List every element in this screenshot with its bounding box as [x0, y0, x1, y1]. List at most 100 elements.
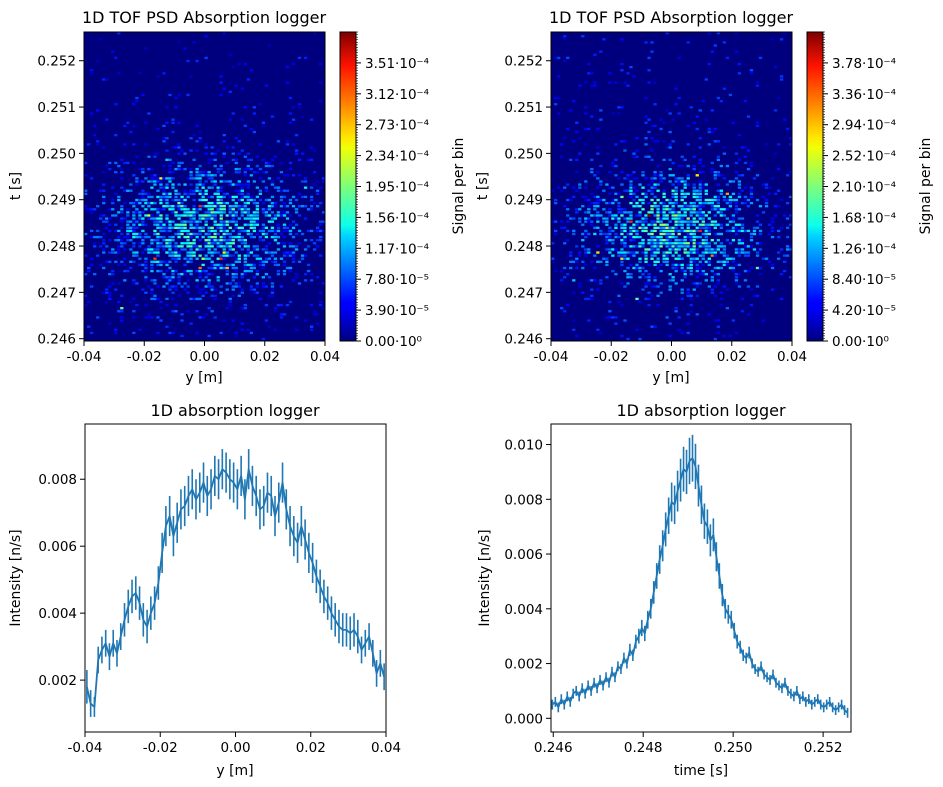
- heatmap-cell: [282, 201, 287, 205]
- heatmap-cell: [147, 235, 151, 239]
- heatmap-cell: [189, 248, 193, 251]
- x-tick-label: 0.04: [310, 349, 340, 365]
- heatmap-cell: [174, 211, 178, 214]
- heatmap-cell: [309, 328, 314, 331]
- heatmap-cell: [204, 313, 208, 316]
- heatmap-cell: [195, 124, 199, 128]
- heatmap-cell: [147, 205, 151, 208]
- heatmap-cell: [599, 331, 603, 335]
- heatmap-cell: [596, 205, 600, 208]
- heatmap-cell: [617, 211, 621, 214]
- heatmap-cell: [303, 180, 308, 183]
- heatmap-cell: [686, 183, 690, 186]
- heatmap-cell: [575, 211, 579, 214]
- heatmap-cell: [189, 245, 193, 248]
- x-tick-label: 0.250: [714, 740, 753, 756]
- heatmap-cell: [776, 96, 781, 100]
- heatmap-cell: [653, 186, 657, 189]
- heatmap-cell: [189, 297, 193, 301]
- heatmap-cell: [632, 186, 636, 189]
- heatmap-cell: [240, 273, 244, 276]
- heatmap-cell: [737, 192, 742, 195]
- heatmap-cell: [575, 266, 579, 270]
- heatmap-cell: [746, 245, 751, 248]
- x-axis-label: y [m]: [216, 763, 253, 779]
- heatmap-cell: [207, 251, 211, 254]
- heatmap-cell: [620, 303, 624, 307]
- heatmap-cell: [689, 211, 693, 214]
- heatmap-cell: [84, 161, 88, 165]
- heatmap-cell: [719, 266, 724, 270]
- heatmap-cell: [728, 334, 733, 338]
- heatmap-cell: [213, 217, 217, 220]
- heatmap-cell: [255, 248, 260, 251]
- heatmap-cell: [207, 334, 211, 338]
- heatmap-cell: [770, 229, 775, 233]
- heatmap-cell: [656, 211, 660, 214]
- heatmap-cell: [141, 235, 145, 239]
- heatmap-cell: [252, 276, 257, 279]
- heatmap-cell: [90, 72, 94, 75]
- heatmap-cell: [273, 310, 278, 313]
- heatmap-cell: [686, 245, 690, 248]
- heatmap-cell: [117, 72, 121, 75]
- heatmap-cell: [219, 208, 223, 211]
- heatmap-cell: [698, 205, 702, 208]
- heatmap-cell: [764, 257, 769, 260]
- heatmap-cell: [231, 211, 235, 214]
- heatmap-cell: [129, 260, 133, 263]
- heatmap-cell: [695, 248, 699, 251]
- heatmap-cell: [93, 235, 97, 239]
- heatmap-cell: [219, 180, 223, 183]
- heatmap-cell: [141, 223, 145, 226]
- heatmap-cell: [225, 251, 229, 254]
- heatmap-cell: [647, 248, 651, 251]
- heatmap-cell: [219, 186, 223, 189]
- heatmap-cell: [141, 205, 145, 208]
- heatmap-cell: [144, 316, 148, 319]
- heatmap-cell: [746, 251, 751, 254]
- heatmap-cell: [129, 189, 133, 192]
- heatmap-cell: [237, 285, 241, 288]
- heatmap-cell: [249, 223, 253, 226]
- heatmap-cell: [719, 245, 724, 248]
- heatmap-cell: [647, 276, 651, 279]
- heatmap-cell: [294, 211, 299, 214]
- heatmap-cell: [312, 313, 317, 316]
- heatmap-cell: [192, 245, 196, 248]
- heatmap-cell: [728, 220, 733, 223]
- heatmap-cell: [210, 177, 214, 180]
- heatmap-cell: [701, 205, 705, 208]
- heatmap-cell: [692, 189, 696, 192]
- heatmap-cell: [683, 269, 687, 273]
- heatmap-cell: [644, 137, 648, 140]
- heatmap-cell: [243, 62, 247, 66]
- heatmap-cell: [674, 217, 678, 220]
- heatmap-cell: [159, 235, 163, 239]
- heatmap-cell: [695, 313, 699, 316]
- heatmap-cell: [186, 220, 190, 223]
- y-tick-label: 0.008: [504, 492, 543, 508]
- heatmap-cell: [318, 223, 323, 226]
- heatmap-cell: [746, 269, 751, 273]
- heatmap-cell: [596, 245, 600, 248]
- heatmap-cell: [776, 251, 781, 254]
- heatmap-cell: [168, 195, 172, 199]
- heatmap-cell: [686, 229, 690, 233]
- heatmap-cell: [602, 220, 606, 223]
- heatmap-cell: [150, 186, 154, 189]
- heatmap-cell: [554, 232, 558, 236]
- heatmap-cell: [291, 143, 296, 146]
- heatmap-cell: [701, 217, 705, 220]
- heatmap-cell: [617, 220, 621, 223]
- heatmap-cell: [611, 229, 615, 233]
- heatmap-cell: [671, 254, 675, 257]
- heatmap-cell: [195, 189, 199, 192]
- heatmap-cell: [192, 214, 196, 217]
- heatmap-cell: [216, 245, 220, 248]
- heatmap-cell: [680, 192, 684, 195]
- heatmap-cell: [638, 266, 642, 270]
- heatmap-cell: [234, 214, 238, 217]
- heatmap-cell: [168, 223, 172, 226]
- heatmap-cell: [135, 251, 139, 254]
